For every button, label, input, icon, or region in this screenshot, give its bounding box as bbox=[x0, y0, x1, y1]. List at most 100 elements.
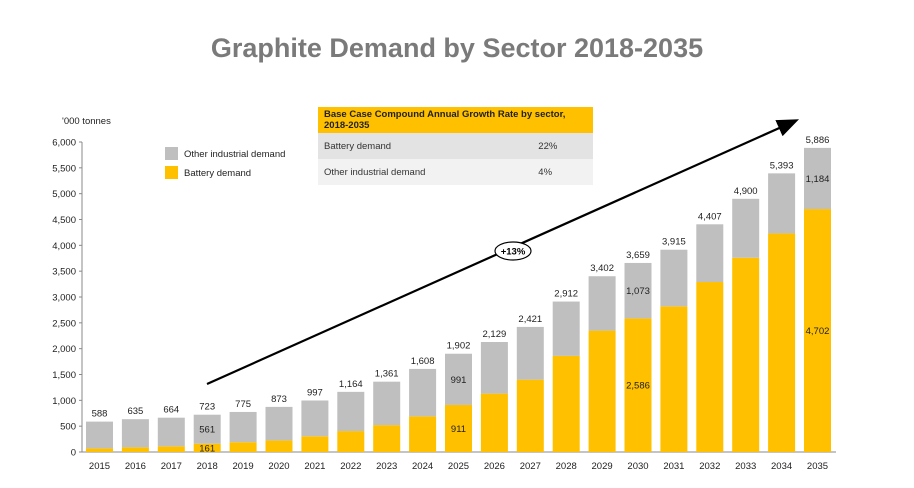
growth-annotation-bubble bbox=[494, 241, 532, 261]
y-tick-label: 5,000 bbox=[52, 189, 76, 200]
legend-swatch-other bbox=[165, 147, 178, 160]
y-tick-label: 2,000 bbox=[52, 344, 76, 355]
bar-total-label: 5,393 bbox=[770, 160, 794, 171]
bar-other bbox=[229, 411, 257, 443]
bar-battery-label: 2,586 bbox=[626, 381, 650, 392]
y-tick-label: 2,500 bbox=[52, 318, 76, 329]
bar-total-label: 4,407 bbox=[698, 211, 722, 222]
y-tick-label: 1,500 bbox=[52, 370, 76, 381]
bar-battery bbox=[552, 355, 580, 452]
bar-total-label: 2,912 bbox=[554, 289, 578, 300]
cagr-row-value: 4% bbox=[532, 159, 593, 185]
x-tick-label: 2018 bbox=[197, 461, 218, 472]
y-tick-label: 3,000 bbox=[52, 293, 76, 304]
bar-other bbox=[588, 276, 616, 331]
y-tick-label: 500 bbox=[60, 422, 76, 433]
x-tick-label: 2034 bbox=[771, 461, 792, 472]
x-tick-label: 2015 bbox=[89, 461, 110, 472]
x-tick-label: 2030 bbox=[627, 461, 648, 472]
x-tick-label: 2022 bbox=[340, 461, 361, 472]
x-tick-label: 2029 bbox=[592, 461, 613, 472]
bar-battery bbox=[265, 440, 293, 452]
x-tick-label: 2021 bbox=[304, 461, 325, 472]
cagr-table-row: Other industrial demand 4% bbox=[318, 159, 593, 185]
bar-other bbox=[86, 421, 113, 449]
bar-total-label: 1,164 bbox=[339, 379, 363, 390]
bar-battery bbox=[768, 233, 796, 452]
legend-swatch-battery bbox=[165, 166, 178, 179]
y-tick-label: 5,500 bbox=[52, 163, 76, 174]
bar-other bbox=[552, 301, 580, 356]
bar-other bbox=[768, 173, 796, 234]
cagr-row-label: Battery demand bbox=[318, 133, 533, 159]
bar-total-label: 588 bbox=[92, 409, 108, 420]
x-tick-label: 2031 bbox=[663, 461, 684, 472]
y-tick-label: 4,000 bbox=[52, 241, 76, 252]
chart-title: Graphite Demand by Sector 2018-2035 bbox=[210, 33, 704, 63]
x-tick-label: 2017 bbox=[161, 461, 182, 472]
bar-total-label: 664 bbox=[163, 405, 179, 416]
bar-other bbox=[265, 406, 293, 441]
cagr-table-row: Battery demand 22% bbox=[318, 133, 593, 159]
bar-other bbox=[337, 391, 365, 432]
x-axis-ticks: 2015 2016 2017 2018 2019 2020 2021 2022 2023 2024… bbox=[89, 461, 828, 472]
bar-battery bbox=[624, 318, 652, 452]
bar-other-label: 561 bbox=[199, 425, 215, 436]
bar-other bbox=[732, 198, 760, 258]
bar-total-label: 3,402 bbox=[590, 263, 614, 274]
bar-other bbox=[660, 249, 688, 307]
x-tick-label: 2027 bbox=[520, 461, 541, 472]
bar-battery bbox=[660, 306, 688, 452]
bar-battery bbox=[588, 330, 616, 452]
bar-other bbox=[193, 414, 221, 444]
bar-total-label: 775 bbox=[235, 399, 251, 410]
x-tick-label: 2033 bbox=[735, 461, 756, 472]
cagr-table: Base Case Compound Annual Growth Rate by… bbox=[318, 107, 593, 185]
bar-other bbox=[157, 417, 185, 447]
x-tick-label: 2028 bbox=[556, 461, 577, 472]
bar-total-label: 1,608 bbox=[411, 356, 435, 367]
y-axis-unit-label: '000 tonnes bbox=[62, 116, 111, 127]
bar-total-label: 4,900 bbox=[734, 186, 758, 197]
legend-label-other: Other industrial demand bbox=[184, 149, 285, 160]
bar-battery-label: 161 bbox=[199, 443, 215, 454]
bar-battery bbox=[445, 404, 472, 452]
x-tick-label: 2032 bbox=[699, 461, 720, 472]
bar-other bbox=[804, 147, 831, 210]
bar-total-label: 1,902 bbox=[447, 341, 471, 352]
bar-other bbox=[373, 381, 401, 426]
x-tick-label: 2016 bbox=[125, 461, 146, 472]
bar-other bbox=[445, 353, 472, 405]
cagr-row-value: 22% bbox=[532, 133, 593, 159]
bar-battery bbox=[409, 416, 437, 452]
bar-total-label: 5,886 bbox=[806, 135, 830, 146]
x-tick-label: 2025 bbox=[448, 461, 469, 472]
bar-battery bbox=[804, 209, 831, 452]
y-tick-label: 6,000 bbox=[52, 138, 76, 149]
bar-total-label: 3,915 bbox=[662, 237, 686, 248]
bar-total-label: 997 bbox=[307, 387, 323, 398]
bar-other-label: 1,184 bbox=[806, 174, 830, 185]
bar-total-label: 1,361 bbox=[375, 369, 399, 380]
bar-battery bbox=[121, 447, 149, 452]
x-tick-label: 2023 bbox=[376, 461, 397, 472]
y-tick-label: 3,500 bbox=[52, 267, 76, 278]
bar-total-label: 873 bbox=[271, 394, 287, 405]
y-tick-label: 4,500 bbox=[52, 215, 76, 226]
bar-battery bbox=[193, 443, 221, 452]
cagr-table-header: Base Case Compound Annual Growth Rate by… bbox=[318, 107, 593, 133]
growth-annotation-text: +13% bbox=[501, 247, 526, 258]
bar-other bbox=[121, 419, 149, 448]
x-tick-label: 2020 bbox=[268, 461, 289, 472]
bar-other bbox=[624, 262, 652, 319]
y-tick-label: 0 bbox=[71, 448, 76, 459]
bar-other bbox=[301, 400, 329, 437]
bar-battery bbox=[696, 282, 724, 452]
bars-group: 588 635 664 723 161 561 775 873 997 1,164 1,361 1,6… bbox=[86, 135, 831, 454]
bar-total-label: 2,421 bbox=[518, 314, 542, 325]
y-axis-ticks: 0 500 1,000 1,500 2,000 2,500 3,000 3,500 4,000 4… bbox=[52, 138, 82, 459]
bar-battery bbox=[337, 431, 365, 452]
bar-other bbox=[480, 342, 508, 394]
bar-battery bbox=[229, 442, 257, 452]
